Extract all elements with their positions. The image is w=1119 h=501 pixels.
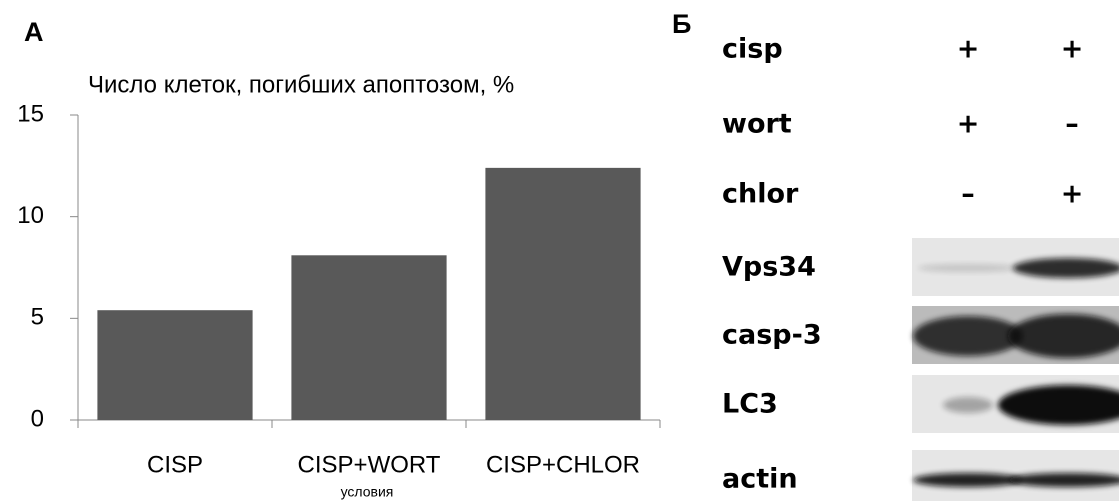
x-axis-label: условия — [341, 484, 394, 500]
bar — [485, 168, 640, 420]
y-tick-label: 5 — [31, 304, 44, 331]
treatment-sign: – — [961, 179, 975, 210]
panel-label: А — [24, 17, 44, 47]
y-tick-label: 10 — [17, 202, 44, 229]
blot-band — [943, 397, 993, 413]
band-label: actin — [722, 464, 798, 495]
treatment-sign: + — [1061, 179, 1084, 210]
bar — [97, 310, 252, 420]
band-label: casp-3 — [722, 320, 822, 351]
y-tick-label: 15 — [17, 100, 44, 127]
blot-band — [1013, 258, 1119, 278]
x-tick-label: CISP+WORT — [298, 451, 441, 478]
blot-panel: cisp + + wort + – chlor – + Vps34 casp-3 LC3 actin — [722, 34, 1119, 501]
row-label: chlor — [722, 179, 799, 210]
figure: А Б Число клеток, погибших апоптозом, % … — [0, 0, 1119, 501]
blot-band — [913, 316, 1023, 356]
treatment-sign: + — [1061, 34, 1084, 65]
chart-title: Число клеток, погибших апоптозом, % — [88, 71, 514, 98]
row-label: wort — [722, 109, 792, 140]
y-tick-label: 0 — [31, 405, 44, 432]
band-label: LC3 — [722, 389, 778, 420]
panel-label: Б — [672, 9, 691, 39]
x-tick-label: CISP+CHLOR — [486, 451, 640, 478]
blot-band — [918, 264, 1018, 272]
treatment-sign: – — [1065, 109, 1079, 140]
bar — [291, 255, 446, 420]
row-label: cisp — [722, 34, 783, 65]
treatment-sign: + — [957, 34, 980, 65]
treatment-sign: + — [957, 109, 980, 140]
band-label: Vps34 — [722, 252, 816, 283]
x-tick-label: CISP — [147, 451, 203, 478]
blot-band — [913, 473, 1023, 487]
